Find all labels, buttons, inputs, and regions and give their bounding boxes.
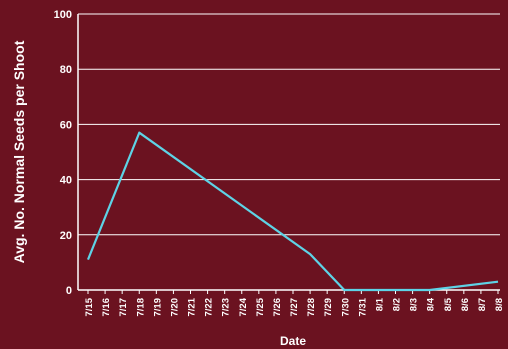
x-tick-label: 7/22 — [204, 298, 215, 317]
y-tick-label: 80 — [60, 64, 72, 76]
x-tick-label: 7/27 — [289, 298, 300, 317]
grid-lines — [78, 13, 500, 236]
x-tick-label: 7/16 — [101, 298, 112, 317]
x-tick-label: 8/7 — [477, 298, 488, 311]
x-tick-label: 7/18 — [135, 298, 146, 317]
x-tick-label: 7/30 — [340, 298, 351, 317]
x-tick-label: 7/26 — [272, 298, 283, 317]
x-tick-label: 7/19 — [152, 298, 163, 317]
x-tick-label: 7/17 — [118, 298, 129, 317]
y-tick-label: 40 — [60, 175, 72, 187]
x-tick-label: 7/28 — [306, 298, 317, 317]
x-tick-label: 8/8 — [494, 298, 505, 311]
y-axis-label: Avg. No. Normal Seeds per Shoot — [11, 40, 27, 263]
x-tick-labels: 7/15 7/16 7/17 7/18 7/19 7/20 7/21 7/22 7/23 7/24… — [84, 297, 505, 316]
series-line — [86, 131, 499, 292]
x-tick-label: 8/2 — [392, 298, 403, 311]
x-tick-label: 7/21 — [187, 297, 198, 316]
x-tick-label: 7/24 — [238, 297, 249, 316]
x-tick-label: 7/20 — [169, 298, 180, 317]
x-tick-label: 8/3 — [409, 298, 420, 311]
y-tick-labels: 0 20 40 60 80 100 — [54, 9, 72, 297]
x-tick-label: 7/15 — [84, 297, 95, 316]
x-tick-label: 8/5 — [443, 297, 454, 311]
x-tick-label: 8/4 — [426, 297, 437, 311]
x-tick-label: 7/29 — [323, 298, 334, 317]
x-axis-label: Date — [280, 334, 306, 348]
x-tick-label: 7/25 — [255, 297, 266, 316]
series-group — [86, 131, 499, 292]
y-tick-label: 20 — [60, 230, 72, 242]
y-tick-label: 0 — [66, 285, 72, 297]
x-tick-label: 7/23 — [221, 298, 232, 317]
x-tick-label: 8/1 — [374, 297, 385, 311]
y-tick-label: 60 — [60, 119, 72, 131]
y-tick-label: 100 — [54, 9, 72, 21]
x-tick-label: 8/6 — [460, 298, 471, 311]
x-tick-label: 7/31 — [357, 297, 368, 316]
